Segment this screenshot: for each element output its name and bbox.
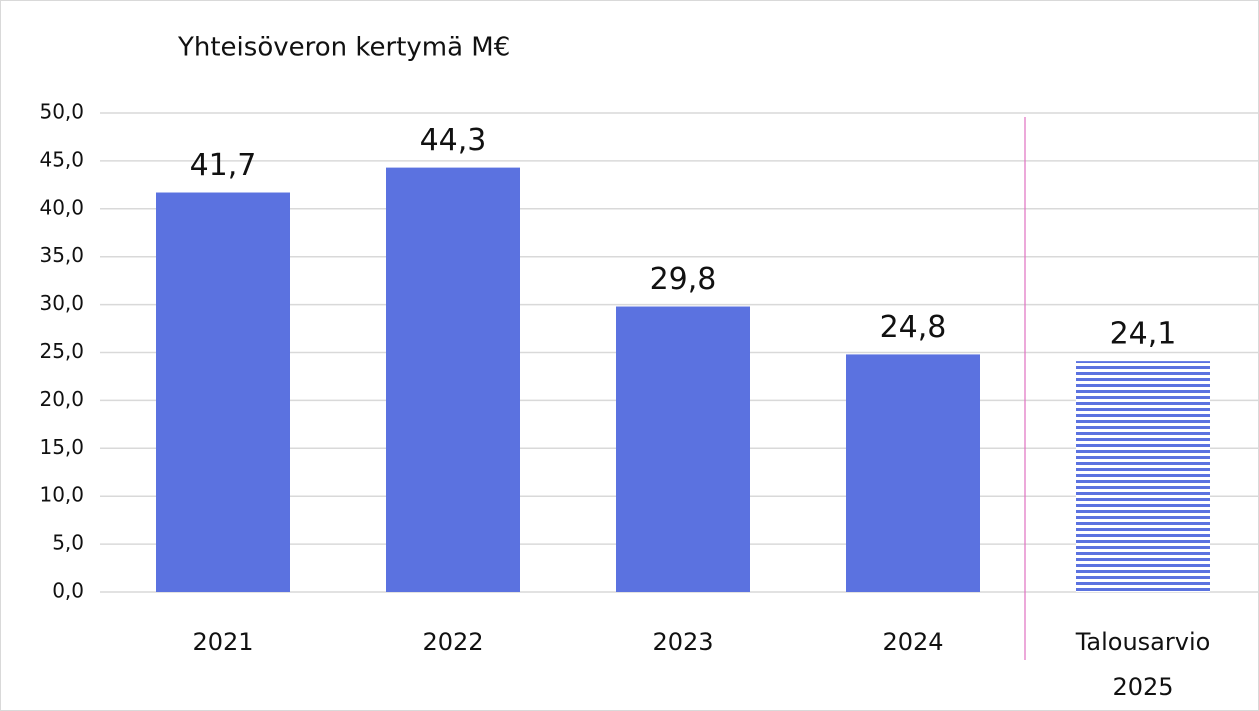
bar <box>1076 361 1210 592</box>
data-label: 44,3 <box>420 123 487 158</box>
x-tick-label: 2024 <box>882 628 944 656</box>
bar <box>156 192 290 593</box>
bar <box>846 354 980 592</box>
bar <box>386 167 520 592</box>
y-tick-label: 25,0 <box>39 339 84 363</box>
data-label: 29,8 <box>650 262 717 297</box>
y-tick-label: 50,0 <box>39 100 84 124</box>
x-tick-label: 2023 <box>652 628 714 656</box>
data-label: 41,7 <box>190 148 257 183</box>
x-tick-label: Talousarvio 2025 <box>1075 628 1211 701</box>
y-tick-label: 5,0 <box>52 531 84 555</box>
y-tick-label: 15,0 <box>39 435 84 459</box>
chart-title: Yhteisöveron kertymä M€ <box>177 33 510 63</box>
y-tick-label: 20,0 <box>39 387 84 411</box>
data-label: 24,1 <box>1110 317 1177 352</box>
x-tick-label: 2021 <box>192 628 254 656</box>
y-tick-label: 45,0 <box>39 147 84 171</box>
bar <box>616 306 750 592</box>
x-tick-label: 2022 <box>422 628 484 656</box>
y-tick-label: 0,0 <box>52 579 84 603</box>
y-tick-label: 35,0 <box>39 243 84 267</box>
y-tick-label: 40,0 <box>39 195 84 219</box>
y-tick-label: 10,0 <box>39 483 84 507</box>
data-label: 24,8 <box>880 310 947 345</box>
y-tick-label: 30,0 <box>39 291 84 315</box>
